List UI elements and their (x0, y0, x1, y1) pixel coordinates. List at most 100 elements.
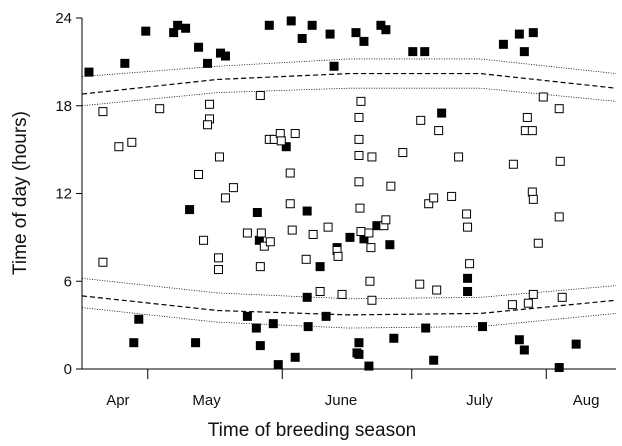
point (307, 20, 317, 30)
point (437, 108, 447, 118)
point (463, 273, 473, 283)
point (205, 99, 215, 109)
point (273, 360, 283, 370)
point (538, 92, 548, 102)
point (242, 228, 252, 238)
point (333, 251, 343, 261)
point (355, 203, 365, 213)
point (429, 193, 439, 203)
point (255, 262, 265, 272)
point (290, 129, 300, 139)
point (323, 222, 333, 232)
point (462, 209, 472, 219)
point (354, 112, 364, 122)
point (213, 265, 223, 275)
y-tick-label: 18 (55, 98, 72, 115)
point (463, 222, 473, 232)
point (386, 181, 396, 191)
curve (81, 72, 617, 95)
point (528, 289, 538, 299)
point (432, 285, 442, 295)
point (523, 298, 533, 308)
point (365, 276, 375, 286)
point (557, 292, 567, 302)
x-tick-label: Aug (573, 392, 600, 409)
point (527, 126, 537, 136)
point (303, 322, 313, 332)
point (522, 112, 532, 122)
point (454, 152, 464, 162)
point (220, 193, 230, 203)
point (415, 279, 425, 289)
point (325, 29, 335, 39)
x-tick-label: May (192, 392, 221, 409)
y-tick-label: 6 (64, 273, 72, 290)
curve (81, 87, 617, 107)
curve (81, 307, 617, 329)
point (84, 67, 94, 77)
point (345, 232, 355, 242)
point (194, 42, 204, 52)
point (315, 286, 325, 296)
point (356, 227, 366, 237)
point (527, 187, 537, 197)
point (275, 129, 285, 139)
y-tick-label: 12 (55, 186, 72, 203)
point (507, 300, 517, 310)
point (228, 183, 238, 193)
point (264, 20, 274, 30)
point (286, 16, 296, 26)
y-axis-label: Time of day (hours) (10, 111, 31, 275)
point (337, 289, 347, 299)
point (185, 205, 195, 215)
point (364, 228, 374, 238)
point (528, 28, 538, 38)
point (302, 206, 312, 216)
point (321, 311, 331, 321)
point (465, 259, 475, 269)
point (308, 229, 318, 239)
curve (81, 277, 617, 300)
point (155, 104, 165, 114)
point (191, 338, 201, 348)
x-tick-label: July (466, 392, 493, 409)
point (508, 159, 518, 169)
point (141, 26, 151, 36)
point (98, 107, 108, 117)
point (571, 339, 581, 349)
point (285, 168, 295, 178)
point (463, 286, 473, 296)
x-tick-label: June (325, 392, 358, 409)
point (354, 134, 364, 144)
point (203, 120, 213, 130)
y-tick-label: 0 (64, 361, 72, 378)
point (447, 191, 457, 201)
point (181, 23, 191, 33)
point (498, 39, 508, 49)
point (98, 257, 108, 267)
point (268, 319, 278, 329)
point (329, 61, 339, 71)
point (290, 352, 300, 362)
point (252, 208, 262, 218)
curve (81, 295, 617, 316)
point (389, 333, 399, 343)
point (385, 240, 395, 250)
point (398, 148, 408, 158)
point (129, 338, 139, 348)
point (169, 28, 179, 38)
x-tick-label: Apr (106, 392, 129, 409)
point (359, 36, 369, 46)
point (367, 295, 377, 305)
point (120, 58, 130, 68)
point (519, 47, 529, 57)
point (528, 194, 538, 204)
point (287, 225, 297, 235)
point (519, 345, 529, 355)
point (478, 322, 487, 332)
point (555, 156, 565, 166)
point (315, 262, 325, 272)
point (194, 169, 204, 179)
point (213, 253, 223, 263)
